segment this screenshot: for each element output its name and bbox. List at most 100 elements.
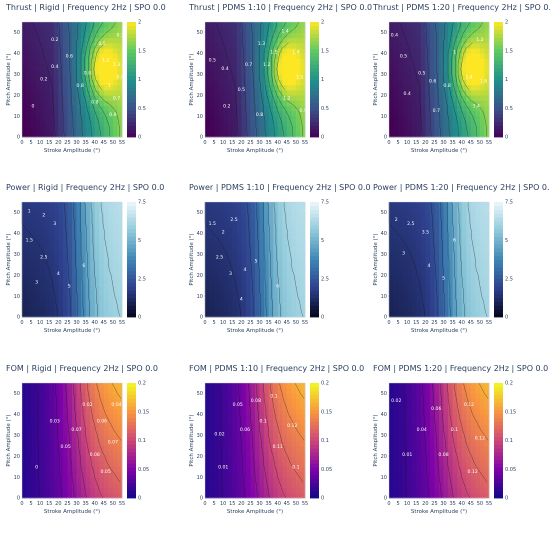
heatmap-cell (205, 233, 210, 239)
heatmap-cell (53, 482, 59, 488)
heatmap-cell (475, 290, 481, 297)
heatmap-cell (291, 116, 297, 122)
heatmap-cell (250, 466, 256, 473)
heatmap-cell (416, 116, 422, 122)
heatmap-cell (420, 32, 426, 39)
heatmap-cell (53, 435, 59, 441)
y-tick-label: 50 (381, 210, 387, 216)
heatmap-cell (85, 95, 91, 101)
heatmap-cell (407, 264, 413, 271)
heatmap-cell (255, 100, 260, 107)
contour-line (214, 21, 239, 138)
heatmap-cell (227, 89, 233, 96)
heatmap-cell (282, 264, 288, 271)
heatmap-cell (223, 79, 229, 86)
heatmap-cell (457, 22, 463, 28)
heatmap-cell (22, 254, 27, 260)
heatmap-cell (72, 301, 77, 307)
heatmap-cell (205, 466, 210, 473)
heatmap-cell (31, 388, 37, 394)
heatmap-cell (255, 296, 260, 302)
colorbar-swatch (310, 467, 319, 472)
heatmap-cell (479, 403, 485, 410)
heatmap-cell (90, 275, 96, 281)
heatmap-cell (250, 414, 256, 420)
heatmap-cell (277, 424, 283, 431)
heatmap-cell (407, 131, 413, 138)
heatmap-cell (291, 445, 297, 452)
heatmap-cell (35, 393, 41, 400)
heatmap-cell (236, 311, 242, 318)
heatmap-cell (218, 202, 224, 208)
heatmap-cell (484, 301, 490, 307)
heatmap-cell (259, 217, 265, 224)
heatmap-cell (35, 290, 41, 297)
heatmap-cell (466, 100, 472, 107)
heatmap-cell (35, 212, 41, 219)
heatmap-cell (425, 32, 431, 39)
heatmap-cell (62, 37, 68, 44)
heatmap-cell (411, 419, 417, 426)
heatmap-cell (255, 53, 260, 59)
heatmap-cell (448, 264, 454, 271)
heatmap-cell (443, 264, 449, 271)
heatmap-cell (112, 100, 118, 107)
heatmap-cell (461, 290, 467, 297)
heatmap-cell (218, 110, 224, 117)
heatmap-cell (439, 110, 444, 117)
heatmap-cell (44, 264, 50, 271)
heatmap-cell (40, 238, 46, 245)
heatmap-cell (273, 89, 279, 96)
heatmap-cell (209, 440, 215, 447)
contour-label: 4 (57, 271, 60, 277)
heatmap-cell (470, 69, 476, 75)
heatmap-cell (402, 403, 408, 410)
heatmap-cell (31, 269, 37, 276)
heatmap-cell (479, 450, 485, 457)
heatmap-cell (282, 202, 288, 208)
colorbar-swatch (127, 114, 136, 119)
heatmap-cell (250, 100, 256, 107)
heatmap-cell (85, 383, 91, 389)
heatmap-cell (264, 74, 270, 80)
heatmap-cell (466, 388, 472, 394)
heatmap-cell (448, 419, 454, 426)
heatmap-cell (429, 450, 435, 457)
heatmap-cell (94, 222, 100, 229)
y-tick-label: 0 (200, 135, 203, 141)
contour-label: 0 (35, 465, 38, 471)
heatmap-cell (108, 492, 114, 499)
heatmap-cell (277, 482, 283, 488)
heatmap-cell (81, 409, 87, 415)
heatmap-cell (484, 212, 490, 219)
heatmap-cell (223, 131, 229, 138)
heatmap-cell (232, 42, 238, 49)
heatmap-cell (479, 32, 485, 39)
x-tick-label: 20 (238, 320, 244, 326)
heatmap-cell (90, 37, 96, 44)
heatmap-cell (241, 202, 247, 208)
heatmap-cell (402, 419, 408, 426)
heatmap-cell (72, 79, 77, 86)
heatmap-cell (434, 100, 440, 107)
heatmap-cell (90, 461, 96, 468)
heatmap-cell (241, 254, 247, 260)
heatmap-cell (286, 48, 292, 54)
heatmap-cell (291, 121, 297, 127)
heatmap-cell (452, 100, 458, 107)
heatmap-cell (223, 84, 229, 91)
colorbar-swatch (127, 486, 136, 491)
heatmap-cell (466, 306, 472, 313)
heatmap-cell (35, 249, 41, 255)
colorbar-swatch (127, 129, 136, 134)
heatmap-cell (241, 290, 247, 297)
heatmap-cell (26, 32, 32, 39)
heatmap-cell (241, 32, 247, 39)
heatmap-cell (22, 445, 27, 452)
heatmap-cell (429, 126, 435, 133)
heatmap-cell (26, 212, 32, 219)
heatmap-cell (393, 409, 399, 415)
heatmap-cell (407, 32, 413, 39)
heatmap-cell (255, 269, 260, 276)
heatmap-cell (35, 264, 41, 271)
